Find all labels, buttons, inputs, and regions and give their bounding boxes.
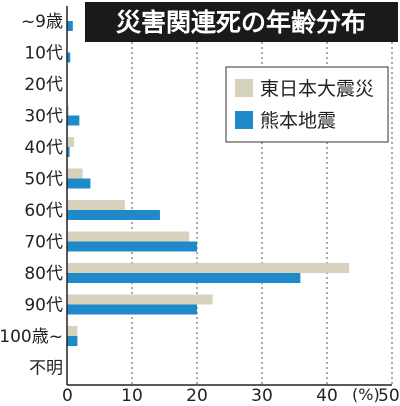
x-tick-label: 30	[251, 386, 273, 406]
category-label: 80代	[24, 264, 63, 284]
bar-east-japan	[67, 294, 213, 305]
x-tick-label: 40	[316, 386, 338, 406]
bar-kumamoto	[67, 147, 70, 157]
category-label: 50代	[24, 170, 63, 190]
title-background	[85, 2, 398, 42]
bar-kumamoto	[67, 52, 71, 63]
category-label: 100歳~	[0, 327, 63, 347]
bar-kumamoto	[67, 178, 91, 189]
category-label: 70代	[24, 233, 63, 253]
bar-east-japan	[67, 105, 69, 116]
legend: 東日本大震災 熊本地震	[225, 66, 389, 143]
category-label: 40代	[24, 138, 63, 158]
chart-title-group: 災害関連死の年齢分布	[85, 2, 398, 42]
legend-label-east-japan: 東日本大震災	[260, 78, 374, 100]
x-tick-labels: 0 10 20 30 40 50	[62, 386, 400, 406]
bar-kumamoto	[67, 273, 301, 283]
category-label: 20代	[24, 75, 63, 95]
bar-east-japan	[67, 326, 78, 336]
x-tick-label: 50	[378, 386, 400, 406]
bars	[67, 21, 350, 346]
bar-east-japan	[67, 231, 190, 242]
chart-title: 災害関連死の年齢分布	[116, 8, 366, 37]
legend-label-kumamoto: 熊本地震	[260, 110, 336, 132]
bar-east-japan	[67, 263, 350, 273]
category-labels: ~9歳 10代 20代 30代 40代 50代 60代 70代 80代 90代 100歳~ 不明	[0, 12, 63, 379]
bar-kumamoto	[67, 241, 197, 252]
category-label: 90代	[24, 296, 63, 316]
legend-swatch-east-japan	[235, 79, 253, 97]
bar-east-japan	[67, 200, 125, 210]
x-unit-label: (%)	[352, 385, 380, 404]
category-label: 10代	[24, 44, 63, 64]
category-label: 30代	[24, 107, 63, 127]
category-label: 60代	[24, 201, 63, 221]
legend-swatch-kumamoto	[235, 111, 253, 129]
bar-east-japan	[67, 168, 83, 179]
x-tick-label: 0	[62, 386, 73, 406]
bar-kumamoto	[67, 115, 80, 126]
category-label: 不明	[29, 359, 63, 379]
bar-east-japan	[67, 137, 75, 147]
x-tick-label: 10	[121, 386, 143, 406]
category-label: ~9歳	[21, 12, 63, 32]
x-tick-label: 20	[186, 386, 208, 406]
bar-kumamoto	[67, 21, 73, 31]
bar-kumamoto	[67, 210, 160, 220]
bar-kumamoto	[67, 304, 197, 315]
bar-kumamoto	[67, 336, 78, 346]
